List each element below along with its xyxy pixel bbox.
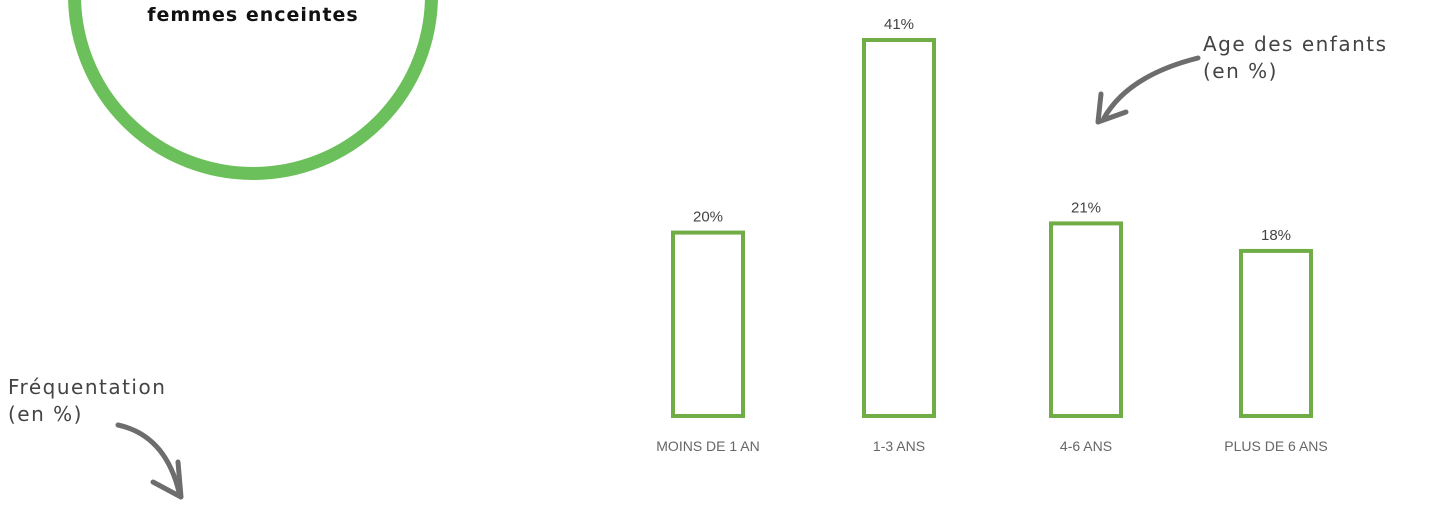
bar-0	[671, 230, 745, 418]
category-label-3: PLUS DE 6 ANS	[1224, 438, 1328, 454]
bar-1	[862, 38, 936, 418]
highlight-ring-label: femmes enceintes	[147, 4, 359, 26]
frequentation-caption-unit: (en %)	[8, 402, 83, 426]
age-caption-title: Age des enfants	[1203, 32, 1388, 56]
age-caption-unit: (en %)	[1203, 59, 1278, 83]
frequentation-caption-title: Fréquentation	[8, 375, 167, 399]
bar-value-label-3: 18%	[1261, 227, 1291, 244]
category-label-0: MOINS DE 1 AN	[656, 438, 759, 454]
category-label-2: 4-6 ANS	[1060, 438, 1112, 454]
frequentation-caption: Fréquentation (en %)	[8, 374, 166, 428]
bar-value-label-1: 41%	[884, 16, 914, 33]
age-caption: Age des enfants (en %)	[1203, 31, 1388, 85]
bar-value-label-0: 20%	[693, 209, 723, 226]
category-label-1: 1-3 ANS	[873, 438, 925, 454]
bar-2	[1049, 221, 1123, 418]
bar-value-label-2: 21%	[1071, 199, 1101, 216]
bar-3	[1239, 248, 1313, 418]
